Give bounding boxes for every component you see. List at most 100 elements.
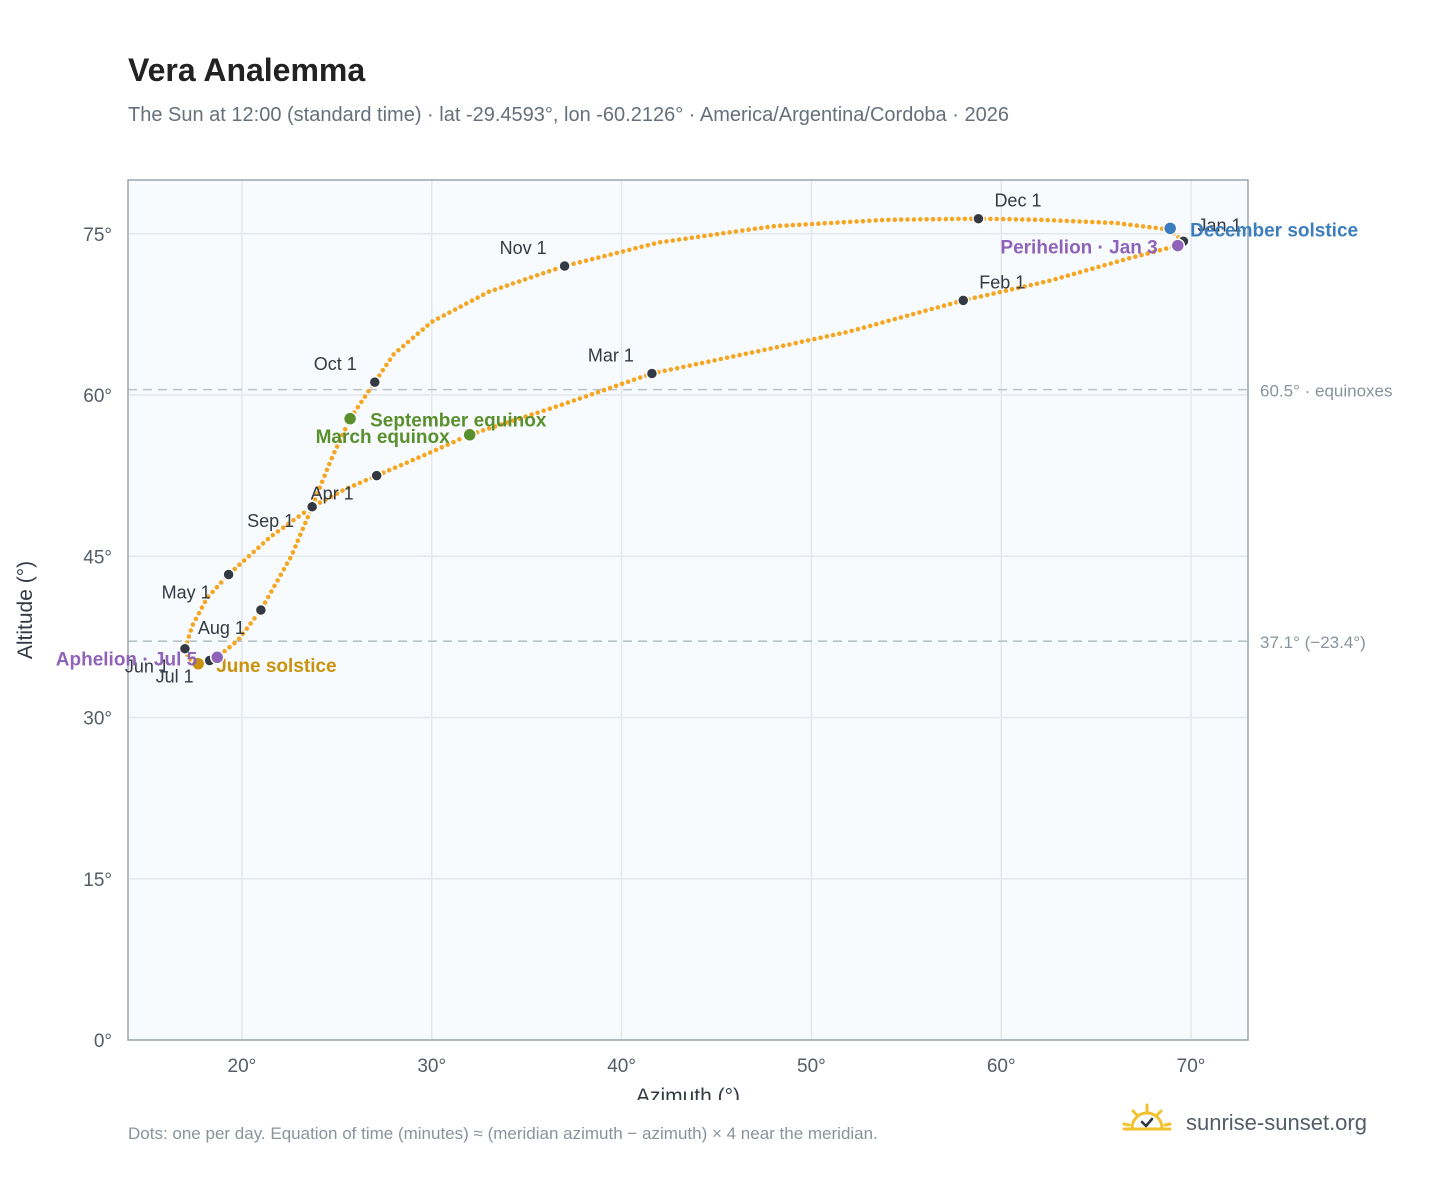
daily-sun-dot [346,485,351,491]
daily-sun-dot [1003,288,1009,294]
daily-sun-dot [824,334,830,339]
daily-sun-dot [317,500,323,505]
daily-sun-dot [210,589,215,595]
event-label: Aphelion · Jul 5 [56,649,198,670]
x-tick-label: 30° [417,1056,446,1077]
daily-sun-dot [291,517,296,523]
daily-sun-dot [702,233,707,239]
daily-sun-dot [1102,262,1107,268]
daily-sun-dot [873,218,878,223]
daily-sun-dot [265,536,271,542]
daily-sun-dot [631,377,637,383]
daily-sun-dot [303,520,308,526]
daily-sun-dot [854,219,859,224]
daily-sun-dot [248,621,253,626]
y-tick-label: 0° [94,1031,112,1052]
daily-sun-dot [384,362,389,368]
daily-sun-dot [1047,278,1052,284]
daily-sun-dot [721,231,726,236]
daily-sun-dot [880,320,885,325]
y-axis-ticks: 0° 15° 30° 45° 60° 75° [83,225,112,1052]
daily-sun-dot [415,331,421,337]
daily-sun-dot [664,239,669,244]
daily-sun-dot [290,550,296,555]
daily-sun-dot [633,246,638,251]
brand[interactable]: sunrise-sunset.org [1120,1102,1367,1143]
daily-sun-dot [391,352,396,357]
daily-sun-dot [240,631,246,636]
reference-line-label: 60.5° · equinoxes [1260,382,1393,401]
daily-sun-dot [849,328,854,334]
daily-sun-dot [284,561,290,566]
daily-sun-dot [689,235,695,241]
daily-sun-dot [510,281,516,286]
daily-sun-dot [475,295,480,301]
daily-sun-dot [668,367,674,372]
daily-sun-dot [904,313,910,319]
daily-sun-dot [1153,225,1158,231]
daily-sun-dot [246,553,252,559]
daily-sun-dot [777,223,783,229]
daily-sun-dot [867,323,873,329]
daily-sun-dot [657,240,663,245]
y-tick-label: 15° [83,870,112,891]
daily-sun-dot [837,331,842,337]
daily-sun-dot [949,216,955,222]
daily-sun-dot [486,426,492,431]
daily-sun-dot [430,319,435,324]
y-tick-label: 60° [83,386,112,407]
daily-sun-dot [244,626,250,631]
daily-sun-dot [260,541,266,546]
daily-sun-dot [380,367,386,373]
daily-sun-dot [199,605,205,610]
x-tick-label: 70° [1177,1056,1206,1077]
daily-sun-dot [362,394,368,399]
daily-sun-dot [480,428,486,433]
daily-sun-dot [589,256,595,262]
daily-sun-dot [892,217,898,222]
daily-sun-dot [727,230,732,235]
daily-sun-dot [1096,264,1101,270]
daily-sun-dot [619,381,625,387]
daily-sun-dot [935,305,941,310]
daily-sun-dot [296,514,302,519]
daily-sun-dot [1102,220,1108,225]
daily-sun-dot [670,238,676,243]
daily-sun-dot [1013,217,1019,222]
daily-sun-dot [511,418,516,423]
daily-sun-dot [1157,247,1163,253]
daily-sun-dot [227,644,232,650]
month-label: Jul 1 [156,667,194,687]
daily-sun-dot [768,346,773,351]
daily-sun-dot [681,364,686,370]
daily-sun-dot [305,514,311,520]
daily-sun-dot [355,404,361,410]
daily-sun-dot [272,583,277,589]
daily-sun-dot [186,634,192,639]
month-label: Sep 1 [247,511,294,531]
daily-sun-dot [516,279,522,284]
daily-sun-dot [828,220,834,226]
daily-sun-dot [396,347,401,353]
daily-sun-dot [706,359,711,365]
daily-sun-dot [256,545,261,550]
daily-sun-dot [1139,252,1144,258]
daily-sun-dot [196,610,202,616]
daily-sun-dot [218,580,224,585]
daily-sun-dot [505,420,510,425]
daily-sun-dot [809,221,815,227]
daily-sun-dot [1151,249,1157,255]
daily-sun-dot [812,336,817,342]
daily-sun-dot [457,437,462,442]
daily-sun-dot [651,241,657,246]
daily-sun-dot [577,396,583,401]
daily-sun-dot [528,275,534,280]
daily-sun-dot [1077,219,1082,224]
daily-sun-dot [674,365,680,371]
daily-sun-dot [241,558,247,563]
daily-sun-dot [445,442,450,448]
brand-name[interactable]: sunrise-sunset.org [1186,1109,1367,1135]
daily-sun-dot [278,572,284,578]
daily-sun-dot [972,295,978,301]
daily-sun-dot [898,217,904,222]
